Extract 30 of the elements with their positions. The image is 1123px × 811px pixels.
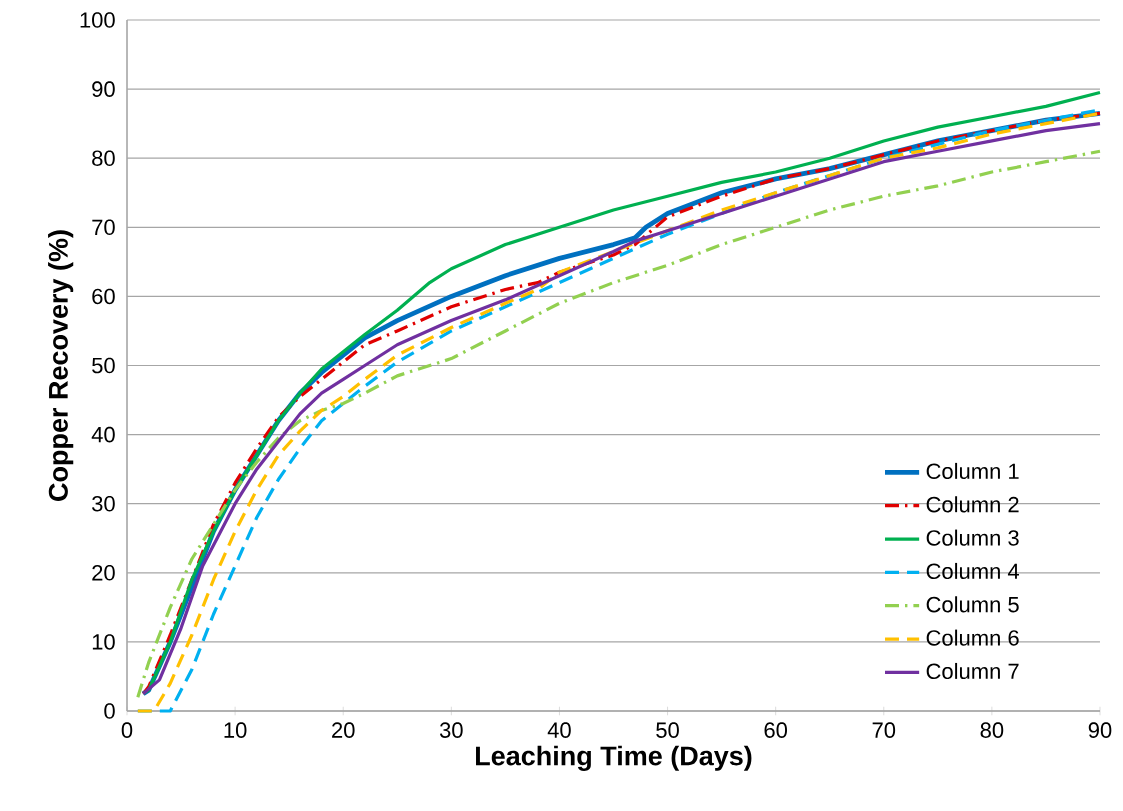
y-tick-label: 100 — [80, 12, 115, 28]
legend-label: Column 7 — [926, 662, 1019, 680]
y-axis-title: Copper Recovery (%) — [48, 230, 74, 501]
y-tick-label: 80 — [92, 150, 115, 166]
x-tick-label: 90 — [1088, 722, 1112, 738]
x-tick-label: 10 — [224, 722, 247, 738]
y-tick-label: 30 — [92, 495, 115, 512]
x-tick-label: 60 — [764, 722, 788, 738]
legend-label: Column 5 — [926, 596, 1019, 613]
y-tick-label: 90 — [92, 81, 115, 97]
x-tick-label: 50 — [656, 722, 679, 738]
y-tick-label: 20 — [92, 565, 115, 581]
x-tick-label: 30 — [439, 722, 463, 738]
x-tick-label: 70 — [872, 722, 896, 738]
y-tick-label: 60 — [92, 288, 115, 305]
x-tick-label: 40 — [547, 722, 571, 738]
legend-label: Column 6 — [926, 629, 1019, 646]
legend-label: Column 2 — [926, 496, 1019, 513]
x-tick-label: 20 — [332, 722, 355, 738]
x-tick-label: 0 — [121, 722, 133, 738]
legend-label: Column 4 — [926, 562, 1019, 580]
x-axis-title: Leaching Time (Days) — [476, 745, 752, 771]
y-tick-label: 0 — [104, 703, 115, 719]
legend-label: Column 3 — [926, 529, 1019, 546]
y-tick-label: 40 — [91, 426, 115, 443]
y-tick-label: 70 — [92, 219, 115, 236]
legend-label: Column 1 — [926, 462, 1019, 480]
y-tick-label: 50 — [92, 357, 115, 374]
x-tick-label: 80 — [980, 722, 1004, 738]
y-tick-label: 10 — [92, 634, 115, 650]
